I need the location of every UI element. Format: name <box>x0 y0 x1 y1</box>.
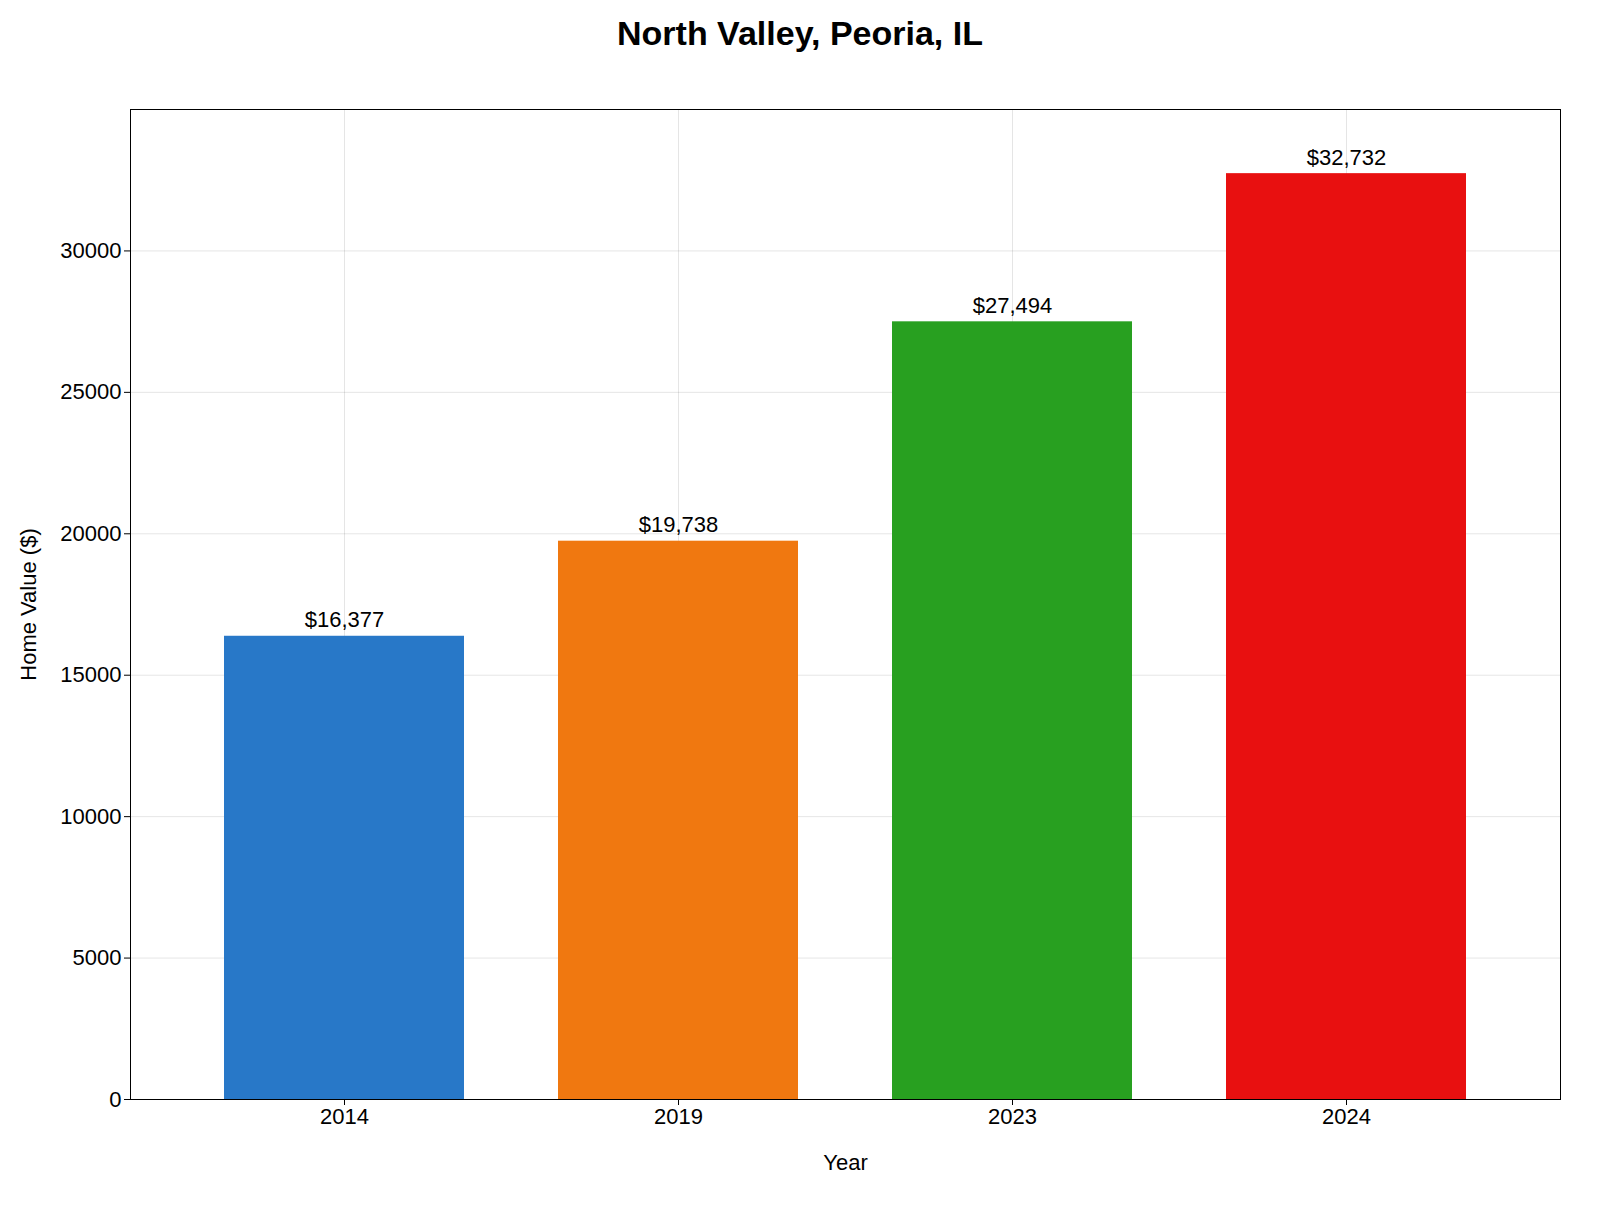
svg-text:2014: 2014 <box>320 1104 369 1129</box>
svg-text:$16,377: $16,377 <box>305 607 385 632</box>
svg-text:2023: 2023 <box>988 1104 1037 1129</box>
svg-text:30000: 30000 <box>60 238 121 263</box>
svg-text:25000: 25000 <box>60 379 121 404</box>
svg-text:2019: 2019 <box>654 1104 703 1129</box>
svg-text:10000: 10000 <box>60 804 121 829</box>
svg-text:15000: 15000 <box>60 662 121 687</box>
svg-text:$19,738: $19,738 <box>639 512 719 537</box>
svg-text:$27,494: $27,494 <box>973 293 1053 318</box>
svg-text:$32,732: $32,732 <box>1307 145 1387 170</box>
svg-text:Year: Year <box>823 1150 867 1175</box>
svg-text:Home Value ($): Home Value ($) <box>16 528 41 680</box>
html-text:North Valley, Peoria, IL: North Valley, Peoria, IL <box>617 14 983 52</box>
svg-text:0: 0 <box>109 1087 121 1112</box>
svg-text:5000: 5000 <box>73 945 122 970</box>
svg-text:2024: 2024 <box>1322 1104 1371 1129</box>
svg-text:20000: 20000 <box>60 521 121 546</box>
